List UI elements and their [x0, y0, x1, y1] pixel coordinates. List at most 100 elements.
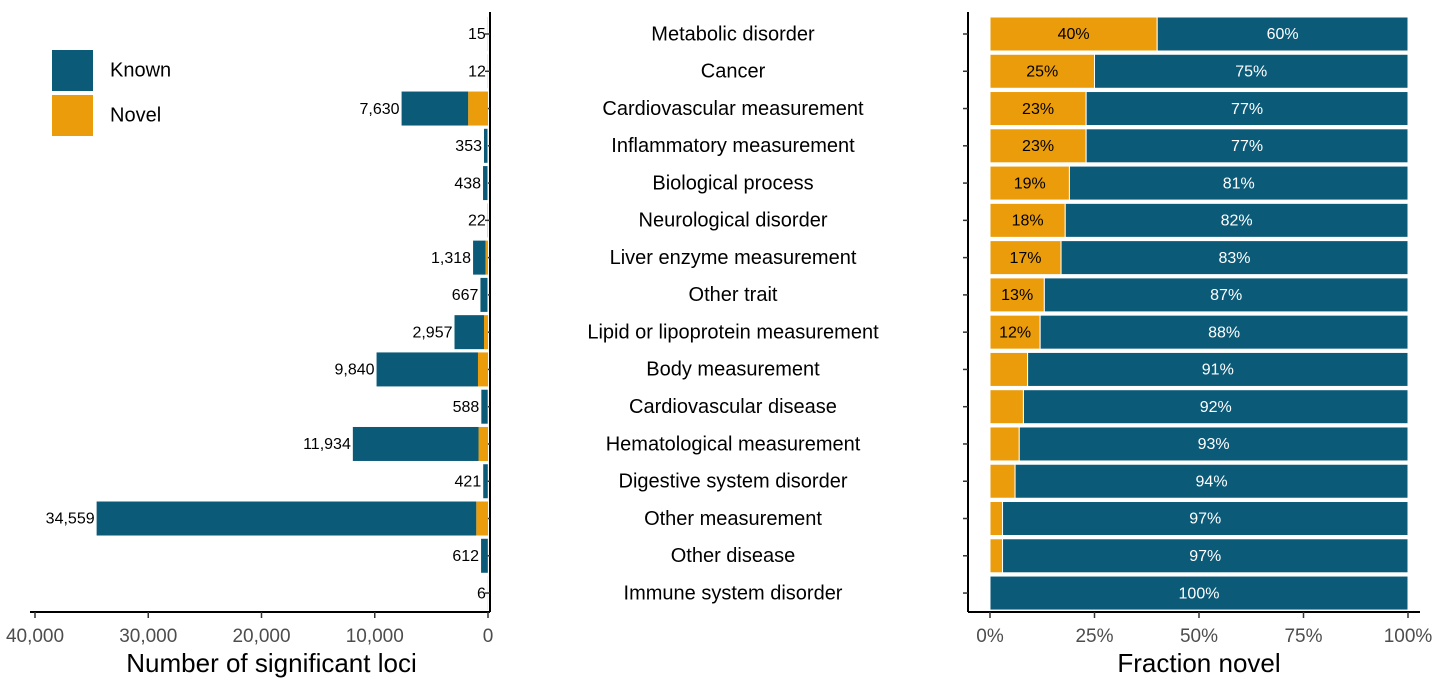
bar	[487, 128, 488, 163]
bar-label: 92%	[1200, 399, 1232, 416]
bar-label: 23%	[1022, 101, 1054, 118]
category-label: Other trait	[689, 284, 778, 306]
category-label: Cardiovascular measurement	[602, 98, 864, 120]
bar	[1068, 165, 1409, 201]
x-tick-label: 0%	[976, 626, 1004, 647]
bar	[1043, 277, 1409, 313]
bar	[477, 352, 488, 387]
legend-label: Novel	[110, 104, 161, 126]
bar	[989, 202, 1066, 238]
bar-label: 97%	[1189, 511, 1221, 528]
bar	[1094, 53, 1409, 89]
x-tick-label: 40,000	[6, 626, 64, 647]
bar	[401, 91, 469, 126]
category-label: Neurological disorder	[639, 210, 828, 232]
x-tick-label: 25%	[1075, 626, 1113, 647]
bar	[1018, 426, 1409, 462]
bar	[989, 165, 1070, 201]
bar-label: 12%	[999, 324, 1031, 341]
total-label: 9,840	[335, 362, 375, 379]
bar-label: 25%	[1026, 63, 1058, 80]
bar	[483, 166, 488, 201]
total-label: 588	[453, 399, 480, 416]
legend-swatch	[52, 50, 93, 91]
bar-label: 19%	[1014, 175, 1046, 192]
legend-swatch	[52, 95, 93, 136]
category-label: Digestive system disorder	[619, 471, 848, 493]
bar	[483, 315, 488, 350]
bar	[989, 538, 1004, 574]
category-label: Biological process	[652, 172, 813, 194]
total-label: 22	[468, 213, 486, 230]
category-label: Other disease	[671, 545, 796, 567]
bar-label: 77%	[1231, 138, 1263, 155]
bar	[989, 501, 1004, 537]
total-label: 12	[468, 63, 486, 80]
category-label: Cardiovascular disease	[629, 396, 837, 418]
x-axis-title: Fraction novel	[1117, 648, 1280, 678]
total-label: 438	[454, 175, 481, 192]
bar-label: 88%	[1208, 324, 1240, 341]
bar-label: 81%	[1223, 175, 1255, 192]
bar	[1085, 91, 1409, 127]
bar	[484, 128, 488, 163]
bar-label: 87%	[1210, 287, 1242, 304]
bar	[989, 53, 1095, 89]
category-label: Immune system disorder	[624, 582, 843, 604]
bar	[1039, 314, 1409, 350]
x-tick-label: 75%	[1284, 626, 1322, 647]
total-label: 1,318	[431, 250, 471, 267]
bar-label: 77%	[1231, 101, 1263, 118]
bar	[1085, 128, 1409, 164]
bar	[487, 389, 488, 424]
bar	[1014, 463, 1409, 499]
total-label: 34,559	[46, 511, 95, 528]
bar	[483, 464, 488, 499]
bar	[1060, 240, 1409, 276]
bar	[989, 128, 1087, 164]
bar-label: 40%	[1058, 26, 1090, 43]
bar	[1002, 501, 1409, 537]
bar	[1022, 389, 1409, 425]
bar	[473, 240, 486, 275]
x-tick-label: 50%	[1180, 626, 1218, 647]
bar	[487, 166, 488, 201]
x-tick-label: 10,000	[346, 626, 404, 647]
bar	[376, 352, 478, 387]
total-label: 2,957	[412, 324, 452, 341]
bar-label: 18%	[1012, 213, 1044, 230]
bar-label: 97%	[1189, 548, 1221, 565]
total-label: 612	[452, 548, 479, 565]
x-tick-label: 100%	[1384, 626, 1433, 647]
category-label: Hematological measurement	[606, 433, 861, 455]
bar	[96, 501, 477, 536]
category-label: Inflammatory measurement	[611, 135, 855, 157]
bar	[481, 389, 488, 424]
bar	[989, 240, 1062, 276]
total-label: 353	[455, 138, 482, 155]
bar-label: 13%	[1001, 287, 1033, 304]
x-axis-title: Number of significant loci	[126, 648, 416, 678]
category-label: Lipid or lipoprotein measurement	[587, 321, 879, 343]
bar-label: 94%	[1196, 473, 1228, 490]
bar	[454, 315, 484, 350]
bar-label: 17%	[1010, 250, 1042, 267]
bar	[989, 463, 1016, 499]
bar	[481, 538, 488, 573]
bar-label: 93%	[1198, 436, 1230, 453]
bar	[352, 426, 479, 461]
bar-label: 75%	[1235, 63, 1267, 80]
bar-label: 83%	[1219, 250, 1251, 267]
bar	[485, 240, 488, 275]
bar	[1156, 16, 1409, 52]
x-tick-label: 20,000	[232, 626, 290, 647]
category-label: Liver enzyme measurement	[610, 247, 857, 269]
bar-label: 91%	[1202, 362, 1234, 379]
bar	[480, 277, 488, 312]
bar-label: 23%	[1022, 138, 1054, 155]
bar	[468, 91, 488, 126]
category-label: Metabolic disorder	[651, 23, 815, 45]
bar	[1064, 202, 1409, 238]
category-label: Other measurement	[644, 508, 822, 530]
